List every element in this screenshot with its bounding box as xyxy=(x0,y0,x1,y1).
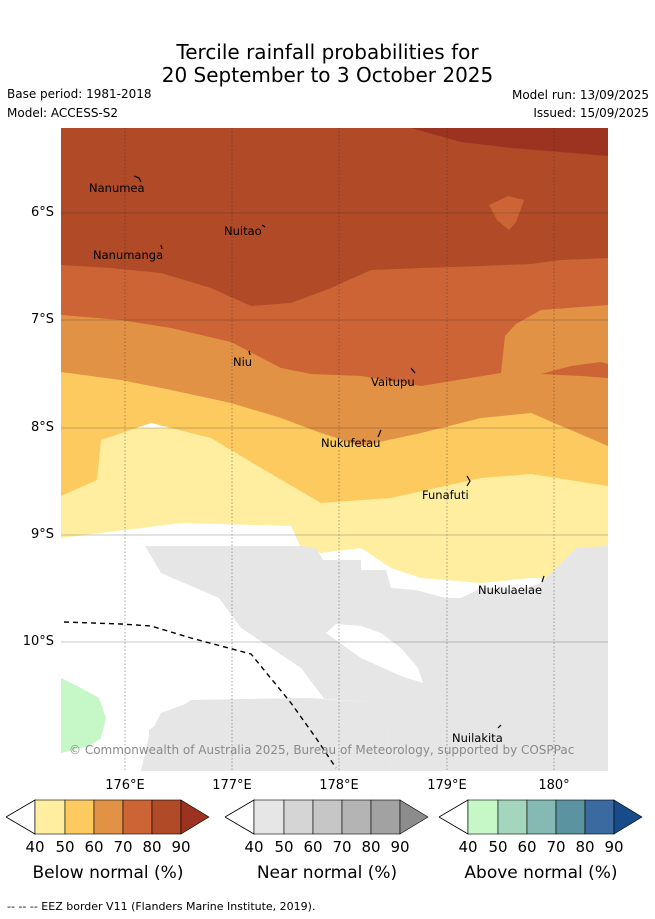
below-tick-70: 70 xyxy=(113,838,133,856)
colorbar-above-swatch-40 xyxy=(467,799,499,835)
below-tick-80: 80 xyxy=(142,838,162,856)
above-tick-80: 80 xyxy=(575,838,595,856)
below-tick-40: 40 xyxy=(25,838,45,856)
place-vaitupu: Vaitupu xyxy=(371,375,415,389)
colorbar-near-label: Near normal (%) xyxy=(256,863,398,883)
graticule xyxy=(61,212,608,643)
probability-map xyxy=(61,128,608,771)
map-title-line2: 20 September to 3 October 2025 xyxy=(161,63,494,87)
map-title-line1: Tercile rainfall probabilities for xyxy=(176,40,479,64)
colorbar-above-lower-extend xyxy=(439,799,469,835)
lon-label-176e: 176°E xyxy=(105,778,145,793)
colorbar-above-swatch-50 xyxy=(497,799,528,835)
place-funafuti: Funafuti xyxy=(422,488,469,502)
colorbar-below-label: Below normal (%) xyxy=(32,863,184,883)
colorbar-below-lower-extend xyxy=(6,799,36,835)
colorbar-below-swatch-40 xyxy=(34,799,66,835)
colorbar-below-swatch-70 xyxy=(122,799,153,835)
above-tick-60: 60 xyxy=(517,838,537,856)
colorbar-above-label: Above normal (%) xyxy=(464,863,618,883)
lat-label-9s: 9°S xyxy=(30,527,54,542)
lon-label-177e: 177°E xyxy=(212,778,252,793)
below-70-patch-east xyxy=(541,362,608,378)
colorbar-near-lower-extend xyxy=(225,799,255,835)
near-tick-50: 50 xyxy=(274,838,294,856)
near-40-region-south xyxy=(141,698,391,771)
colorbar-near-swatch-50 xyxy=(283,799,314,835)
above-tick-40: 40 xyxy=(458,838,478,856)
eez-footnote: -- -- -- EEZ border V11 (Flanders Marine… xyxy=(7,900,316,913)
colorbar-below-swatch-60 xyxy=(93,799,124,835)
above-tick-90: 90 xyxy=(604,838,624,856)
near-tick-40: 40 xyxy=(244,838,264,856)
near-tick-60: 60 xyxy=(303,838,323,856)
meridians xyxy=(124,128,555,771)
island-markers xyxy=(133,175,545,729)
below-tick-60: 60 xyxy=(84,838,104,856)
colorbar-below-normal xyxy=(6,799,210,835)
above-tick-50: 50 xyxy=(488,838,508,856)
eez-border-line xyxy=(63,621,337,769)
lat-label-6s: 6°S xyxy=(30,205,54,220)
colorbar-near-swatch-60 xyxy=(312,799,343,835)
place-nanumanga: Nanumanga xyxy=(93,248,164,262)
colorbar-near-upper-extend xyxy=(399,799,429,835)
place-niu: Niu xyxy=(233,355,253,369)
lon-label-179e: 179°E xyxy=(427,778,467,793)
lat-label-7s: 7°S xyxy=(30,312,54,327)
lat-label-8s: 8°S xyxy=(30,420,54,435)
near-tick-70: 70 xyxy=(332,838,352,856)
below-90-region xyxy=(411,128,608,156)
below-80-region xyxy=(61,128,608,306)
colorbar-above-upper-extend xyxy=(613,799,643,835)
colorbar-above-swatch-80 xyxy=(584,799,615,835)
place-nanumea: Nanumea xyxy=(89,181,145,195)
neutral-pocket xyxy=(326,624,423,683)
model-name: Model: ACCESS-S2 xyxy=(7,106,119,120)
below-tick-50: 50 xyxy=(55,838,75,856)
colorbar-above-swatch-70 xyxy=(555,799,586,835)
issued-date: Issued: 15/09/2025 xyxy=(533,106,649,120)
colorbar-below-upper-extend xyxy=(180,799,210,835)
place-nukufetau: Nukufetau xyxy=(321,436,381,450)
model-run: Model run: 13/09/2025 xyxy=(511,88,649,102)
colorbar-near-swatch-80 xyxy=(370,799,401,835)
below-tick-90: 90 xyxy=(171,838,191,856)
colorbar-below-swatch-50 xyxy=(64,799,95,835)
colorbar-near-swatch-40 xyxy=(253,799,285,835)
place-nuilakita: Nuilakita xyxy=(452,731,503,745)
map-credit: © Commonwealth of Australia 2025, Bureau… xyxy=(69,743,575,757)
near-tick-90: 90 xyxy=(390,838,410,856)
colorbar-above-normal xyxy=(439,799,643,835)
above-tick-70: 70 xyxy=(546,838,566,856)
place-nuitao: Nuitao xyxy=(224,224,262,238)
lon-label-178e: 178°E xyxy=(319,778,359,793)
place-nukulaelae: Nukulaelae xyxy=(478,583,543,597)
colorbar-near-normal xyxy=(225,799,429,835)
base-period: Base period: 1981-2018 xyxy=(7,87,152,101)
lat-label-10s: 10°S xyxy=(22,634,54,649)
colorbar-near-swatch-70 xyxy=(341,799,372,835)
lon-label-180: 180° xyxy=(538,778,570,793)
near-tick-80: 80 xyxy=(361,838,381,856)
above-40-region xyxy=(61,678,106,753)
colorbar-below-swatch-80 xyxy=(151,799,182,835)
colorbar-above-swatch-60 xyxy=(526,799,557,835)
